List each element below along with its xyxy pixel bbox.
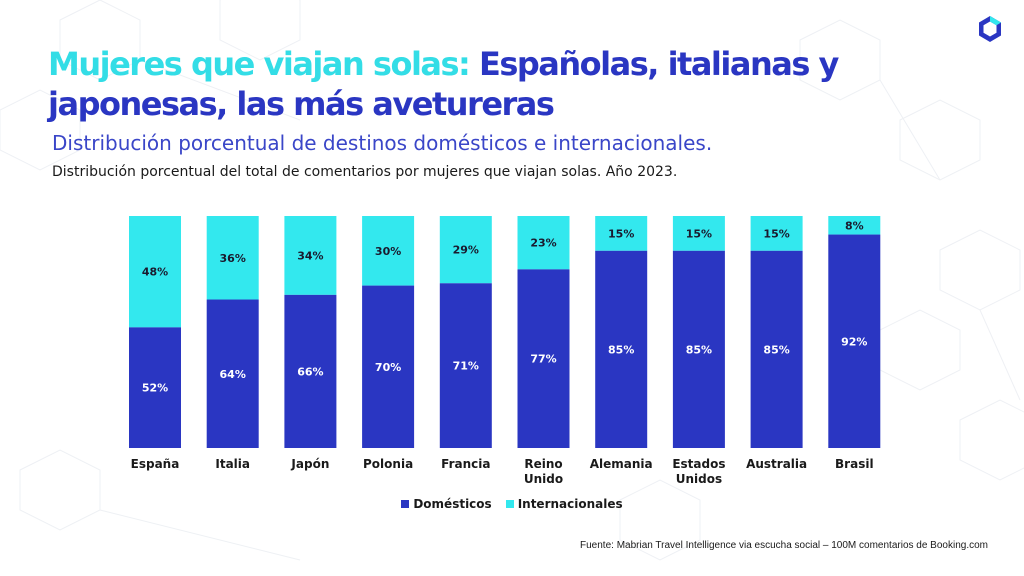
bar-international <box>362 216 415 286</box>
category-label: Unidos <box>676 472 722 486</box>
data-label-domestic: 85% <box>763 343 789 356</box>
bar-international <box>595 216 648 251</box>
category-label: Australia <box>746 457 807 471</box>
category-label: Estados <box>672 457 725 471</box>
category-label: Brasil <box>835 457 874 471</box>
data-label-domestic: 70% <box>375 361 401 374</box>
data-label-international: 34% <box>297 249 323 262</box>
category-label: Unido <box>524 472 563 486</box>
bar-domestic <box>362 285 415 448</box>
data-label-international: 15% <box>608 227 634 240</box>
data-label-international: 29% <box>453 244 479 257</box>
data-label-domestic: 85% <box>686 343 712 356</box>
data-label-domestic: 92% <box>841 335 867 348</box>
data-label-domestic: 71% <box>453 360 479 373</box>
legend-label-domestic: Domésticos <box>413 497 492 511</box>
bar-domestic <box>750 250 803 448</box>
bar-domestic <box>284 294 337 448</box>
bar-international <box>517 216 570 270</box>
data-label-domestic: 66% <box>297 365 323 378</box>
category-label: Polonia <box>363 457 413 471</box>
bar-domestic <box>439 283 492 448</box>
title-main: Españolas, italianas y japonesas, las má… <box>48 45 839 123</box>
data-label-international: 36% <box>220 252 246 265</box>
bar-international <box>750 216 803 251</box>
page-title: Mujeres que viajan solas: Españolas, ita… <box>48 44 948 124</box>
page-subtitle: Distribución porcentual de destinos domé… <box>52 131 713 155</box>
bar-domestic <box>595 250 648 448</box>
bar-international <box>439 216 492 284</box>
bar-international <box>284 216 337 295</box>
data-label-international: 23% <box>530 237 556 250</box>
category-label: Japón <box>290 457 329 471</box>
data-label-domestic: 85% <box>608 343 634 356</box>
legend-swatch-international <box>505 500 514 508</box>
legend-swatch-domestic <box>401 500 410 508</box>
bar-domestic <box>206 299 259 448</box>
chart-legend: Domésticos Internacionales <box>0 497 1024 511</box>
category-label: España <box>131 457 180 471</box>
data-label-domestic: 77% <box>530 353 556 366</box>
bar-international <box>129 216 181 328</box>
category-label: Alemania <box>590 457 653 471</box>
data-label-international: 30% <box>375 245 401 258</box>
hexagon-logo-icon <box>979 16 1001 42</box>
data-label-international: 15% <box>686 227 712 240</box>
bar-international <box>828 216 881 235</box>
bar-international <box>672 216 725 251</box>
data-label-domestic: 52% <box>142 382 168 395</box>
bar-domestic <box>517 269 570 448</box>
legend-label-international: Internacionales <box>517 497 623 511</box>
chart-description: Distribución porcentual del total de com… <box>52 164 678 180</box>
category-label: Francia <box>441 457 490 471</box>
bar-domestic <box>129 327 181 448</box>
bar-domestic <box>672 250 725 448</box>
data-label-international: 8% <box>845 219 864 232</box>
legend-item-domestic: Domésticos <box>401 497 492 511</box>
category-label: Italia <box>215 457 250 471</box>
source-note: Fuente: Mabrian Travel Intelligence via … <box>580 540 988 551</box>
data-label-international: 48% <box>142 266 168 279</box>
bar-international <box>206 216 259 300</box>
legend-item-international: Internacionales <box>505 497 623 511</box>
bar-domestic <box>828 234 881 448</box>
title-highlight: Mujeres que viajan solas: <box>48 45 471 83</box>
data-label-domestic: 64% <box>220 368 246 381</box>
category-label: Reino <box>524 457 562 471</box>
data-label-international: 15% <box>763 227 789 240</box>
